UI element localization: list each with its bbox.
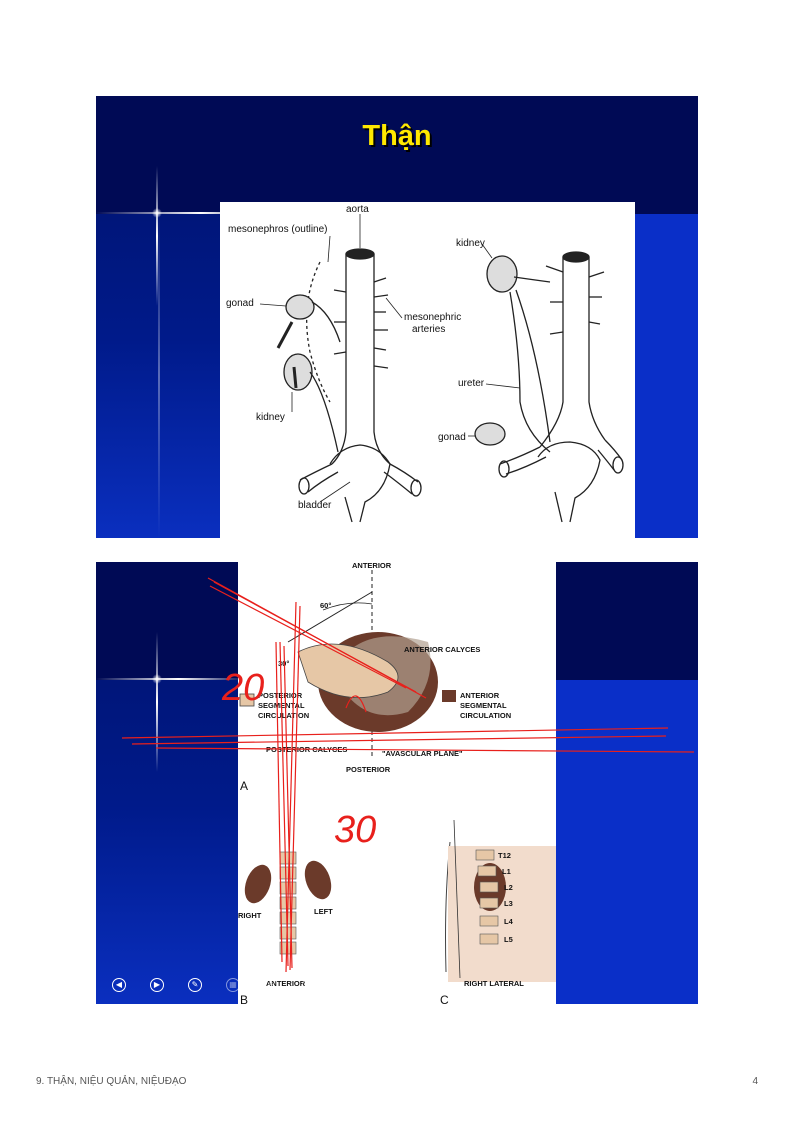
- more-options-icon[interactable]: ⋯: [302, 978, 316, 992]
- label-right: RIGHT: [238, 911, 262, 920]
- label-gonad-right: gonad: [438, 432, 466, 443]
- label-aorta: aorta: [346, 204, 369, 215]
- slide-side-panel: [632, 214, 698, 538]
- embryology-illustration: aorta mesonephros (outline) gonad mesone…: [226, 204, 624, 523]
- label-avascular-plane: "AVASCULAR PLANE": [382, 749, 463, 758]
- label-anterior-bottom: ANTERIOR: [266, 979, 306, 988]
- label-l5: L5: [504, 935, 513, 944]
- label-anterior-segmental-2: SEGMENTAL: [460, 701, 507, 710]
- next-slide-icon[interactable]: ▶: [150, 978, 164, 992]
- ink-annotations: 20 30: [121, 577, 695, 973]
- handwritten-angle-b: 30: [334, 809, 376, 851]
- label-anterior-top: ANTERIOR: [352, 562, 392, 570]
- label-mesonephric: mesonephric: [404, 312, 461, 323]
- label-l2: L2: [504, 883, 513, 892]
- label-right-lateral: RIGHT LATERAL: [464, 979, 524, 988]
- previous-slide-icon[interactable]: ◀: [112, 978, 126, 992]
- label-l1: L1: [502, 867, 511, 876]
- slide-title: Thận: [362, 120, 432, 152]
- panel-a-label: A: [240, 779, 248, 793]
- label-arteries: arteries: [412, 324, 445, 335]
- page-number: 4: [752, 1076, 758, 1087]
- label-angle-30: 30°: [278, 659, 289, 668]
- slide-2: ANTERIOR 60° 30° ANTERIOR CALYCES POSTER…: [96, 562, 698, 1004]
- document-footer-title: 9. THẬN, NIỆU QUẢN, NIỆUĐẠO: [36, 1076, 187, 1087]
- kidney-development-diagram: aorta mesonephros (outline) gonad mesone…: [220, 202, 635, 538]
- label-posterior: POSTERIOR: [346, 765, 391, 774]
- panel-c-label: C: [440, 993, 449, 1004]
- label-anterior-segmental-1: ANTERIOR: [460, 691, 500, 700]
- label-bladder: bladder: [298, 500, 332, 511]
- slide-1: Thận: [96, 96, 698, 538]
- light-flare: [96, 212, 286, 214]
- label-left: LEFT: [314, 907, 333, 916]
- slide-sorter-icon[interactable]: ▦: [226, 978, 240, 992]
- light-flare: [156, 632, 158, 772]
- label-l4: L4: [504, 917, 514, 926]
- handwritten-angle-a: 20: [221, 667, 264, 709]
- light-flare: [96, 678, 246, 680]
- light-flare: [156, 166, 158, 306]
- label-mesonephros: mesonephros (outline): [228, 224, 328, 235]
- label-kidney-left: kidney: [256, 412, 285, 423]
- pen-icon[interactable]: ✎: [188, 978, 202, 992]
- label-anterior-calyces: ANTERIOR CALYCES: [404, 645, 480, 654]
- label-posterior-segmental-1: POSTERIOR: [258, 691, 303, 700]
- label-posterior-segmental-3: CIRCULATION: [258, 711, 309, 720]
- label-kidney-right: kidney: [456, 238, 485, 249]
- label-angle-60: 60°: [320, 601, 331, 610]
- label-t12: T12: [498, 851, 511, 860]
- light-flare-center: [152, 208, 162, 218]
- zoom-icon[interactable]: ⊕: [264, 978, 278, 992]
- view-icon[interactable]: ▣: [340, 978, 354, 992]
- label-ureter: ureter: [458, 378, 485, 389]
- light-flare-center: [152, 674, 162, 684]
- slide-side-panel: [556, 680, 698, 1004]
- panel-b-label: B: [240, 993, 248, 1004]
- light-streak: [158, 214, 160, 538]
- label-l3: L3: [504, 899, 513, 908]
- slide-header-band: [96, 96, 698, 214]
- label-anterior-segmental-3: CIRCULATION: [460, 711, 511, 720]
- label-gonad-left: gonad: [226, 298, 254, 309]
